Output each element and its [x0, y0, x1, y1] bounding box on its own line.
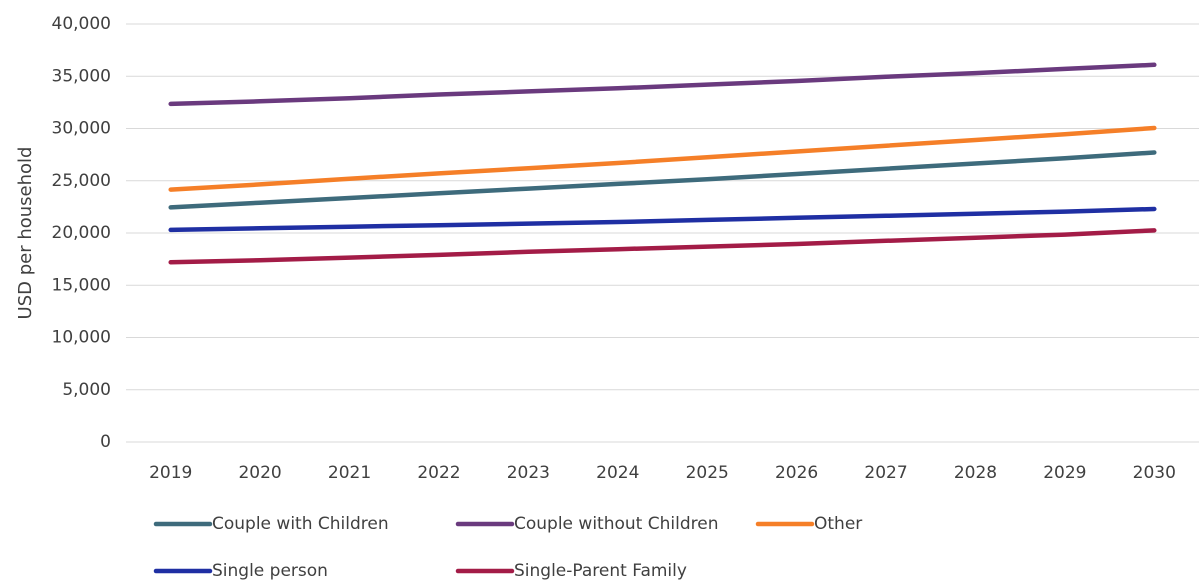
x-tick-label: 2023: [507, 463, 550, 483]
legend-label: Couple with Children: [212, 514, 389, 534]
y-tick-label: 10,000: [52, 328, 111, 348]
x-tick-label: 2027: [864, 463, 907, 483]
y-tick-label: 5,000: [62, 380, 111, 400]
series-line-other: [168, 125, 1157, 192]
x-tick-label: 2029: [1043, 463, 1086, 483]
x-axis-ticks: 2019 2020 2021 2022 2023 2024 2025 2026 2027 2028…: [149, 463, 1176, 483]
legend-item-couple-with-children: Couple with Children: [153, 514, 389, 534]
series-line-single-person: [168, 206, 1157, 233]
x-tick-label: 2021: [328, 463, 371, 483]
legend-item-other: Other: [755, 514, 862, 534]
legend-item-single-parent-family: Single-Parent Family: [455, 561, 687, 581]
x-tick-label: 2028: [954, 463, 997, 483]
x-tick-label: 2019: [149, 463, 192, 483]
y-tick-label: 15,000: [52, 275, 111, 295]
x-tick-label: 2024: [596, 463, 639, 483]
legend-label: Other: [814, 514, 862, 534]
x-tick-label: 2022: [417, 463, 460, 483]
y-tick-label: 25,000: [52, 171, 111, 191]
legend-label: Single person: [212, 561, 328, 581]
series-line-couple-with-children: [168, 150, 1157, 210]
x-tick-label: 2020: [238, 463, 281, 483]
series-line-single-parent-family: [168, 228, 1157, 265]
x-tick-label: 2026: [775, 463, 818, 483]
series-lines: [168, 62, 1157, 265]
series-line-couple-without-children: [168, 62, 1157, 107]
y-tick-label: 30,000: [52, 119, 111, 139]
x-tick-label: 2025: [686, 463, 729, 483]
y-tick-label: 35,000: [52, 66, 111, 86]
y-tick-label: 0: [100, 432, 111, 452]
legend: Couple with Children Couple without Child…: [153, 514, 862, 581]
legend-label: Single-Parent Family: [514, 561, 687, 581]
x-tick-label: 2030: [1133, 463, 1176, 483]
y-tick-label: 20,000: [52, 223, 111, 243]
legend-item-couple-without-children: Couple without Children: [455, 514, 718, 534]
legend-item-single-person: Single person: [153, 561, 328, 581]
legend-label: Couple without Children: [514, 514, 718, 534]
y-tick-label: 40,000: [52, 14, 111, 34]
y-axis-ticks: 0 5,000 10,000 15,000 20,000 25,000 30,000 35,0…: [52, 14, 111, 452]
y-axis-title: USD per household: [15, 147, 36, 320]
